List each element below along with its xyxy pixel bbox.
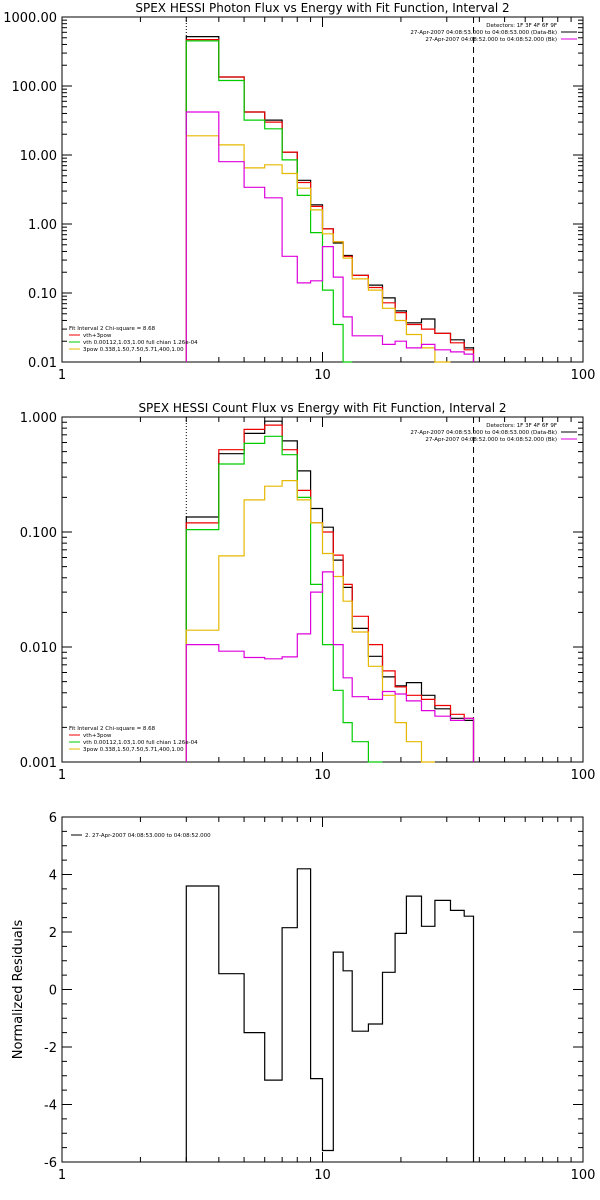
legend-label: vth+3pow — [83, 733, 112, 739]
series-line-1 — [185, 36, 475, 362]
x-tick-label: 1 — [58, 368, 66, 383]
y-tick-label: 0.010 — [20, 641, 57, 656]
y-tick-label: 0 — [49, 984, 57, 999]
info-line-2: 27-Apr-2007 04:08:53.000 to 04:08:53.000… — [410, 30, 557, 36]
y-tick-label: -6 — [44, 1156, 57, 1171]
series-line-3 — [185, 40, 353, 363]
x-tick-label: 100 — [571, 1168, 596, 1183]
y-tick-label: 100.00 — [12, 80, 58, 95]
info-line-3: 27-Apr-2007 04:08:52.000 to 04:08:52.000… — [425, 37, 557, 43]
series-line-3 — [185, 435, 383, 763]
x-tick-label: 10 — [314, 768, 331, 783]
y-tick-label: 0.001 — [20, 756, 57, 771]
info-line-1: Detectors: 1F 3F 4F 6F 9F — [486, 423, 557, 429]
x-tick-label: 100 — [571, 768, 596, 783]
x-tick-label: 10 — [314, 368, 331, 383]
legend-title: Fit Interval 2 Chi-square = 8.68 — [69, 726, 156, 732]
series-line-2 — [185, 39, 475, 362]
x-tick-label: 1 — [58, 768, 66, 783]
y-tick-label: 1.00 — [28, 218, 57, 233]
y-tick-label: 0.01 — [28, 356, 57, 371]
legend-title: Fit Interval 2 Chi-square = 8.68 — [69, 326, 156, 332]
info-line-1: Detectors: 1F 3F 4F 6F 9F — [486, 23, 557, 29]
y-tick-label: 2 — [49, 926, 57, 941]
legend-label: vth+3pow — [83, 333, 112, 339]
y-tick-label: 4 — [49, 869, 57, 884]
plot-frame — [61, 16, 584, 363]
y-tick-label: 10.00 — [20, 149, 57, 164]
info-line-3: 27-Apr-2007 04:08:52.000 to 04:08:52.000… — [425, 437, 557, 443]
y-tick-label: 0.100 — [20, 526, 57, 541]
y-tick-label: 1.000 — [20, 411, 57, 426]
y-tick-label: -2 — [44, 1041, 57, 1056]
series-line-5 — [185, 111, 475, 362]
info-line-2: 27-Apr-2007 04:08:53.000 to 04:08:53.000… — [410, 430, 557, 436]
series-line-4 — [185, 480, 435, 763]
chart-title: SPEX HESSI Count Flux vs Energy with Fit… — [138, 401, 506, 415]
chart-title: SPEX HESSI Photon Flux vs Energy with Fi… — [135, 1, 509, 15]
series-line-1 — [185, 868, 475, 1162]
y-tick-label: 0.10 — [28, 287, 57, 302]
x-tick-label: 1 — [58, 1168, 66, 1183]
y-axis-label: Normalized Residuals — [11, 920, 26, 1060]
x-tick-label: 100 — [571, 368, 596, 383]
legend-label: 2. 27-Apr-2007 04:08:53.000 to 04:08:52.… — [85, 833, 211, 839]
series-line-5 — [185, 571, 475, 762]
y-tick-label: -4 — [44, 1099, 57, 1114]
y-tick-label: 6 — [49, 811, 57, 826]
x-tick-label: 10 — [314, 1168, 331, 1183]
legend-label: 3pow 0.338,1.50,7.50,5.71,400,1.00 — [83, 747, 184, 753]
legend-label: 3pow 0.338,1.50,7.50,5.71,400,1.00 — [83, 347, 184, 353]
series-line-4 — [185, 135, 451, 363]
y-tick-label: 1000.00 — [3, 11, 57, 26]
legend-label: vth 0.00112,1.03,1.00 full chian 1.26e-0… — [83, 340, 198, 346]
legend-label: vth 0.00112,1.03,1.00 full chian 1.26e-0… — [83, 740, 198, 746]
series-line-2 — [185, 424, 475, 762]
